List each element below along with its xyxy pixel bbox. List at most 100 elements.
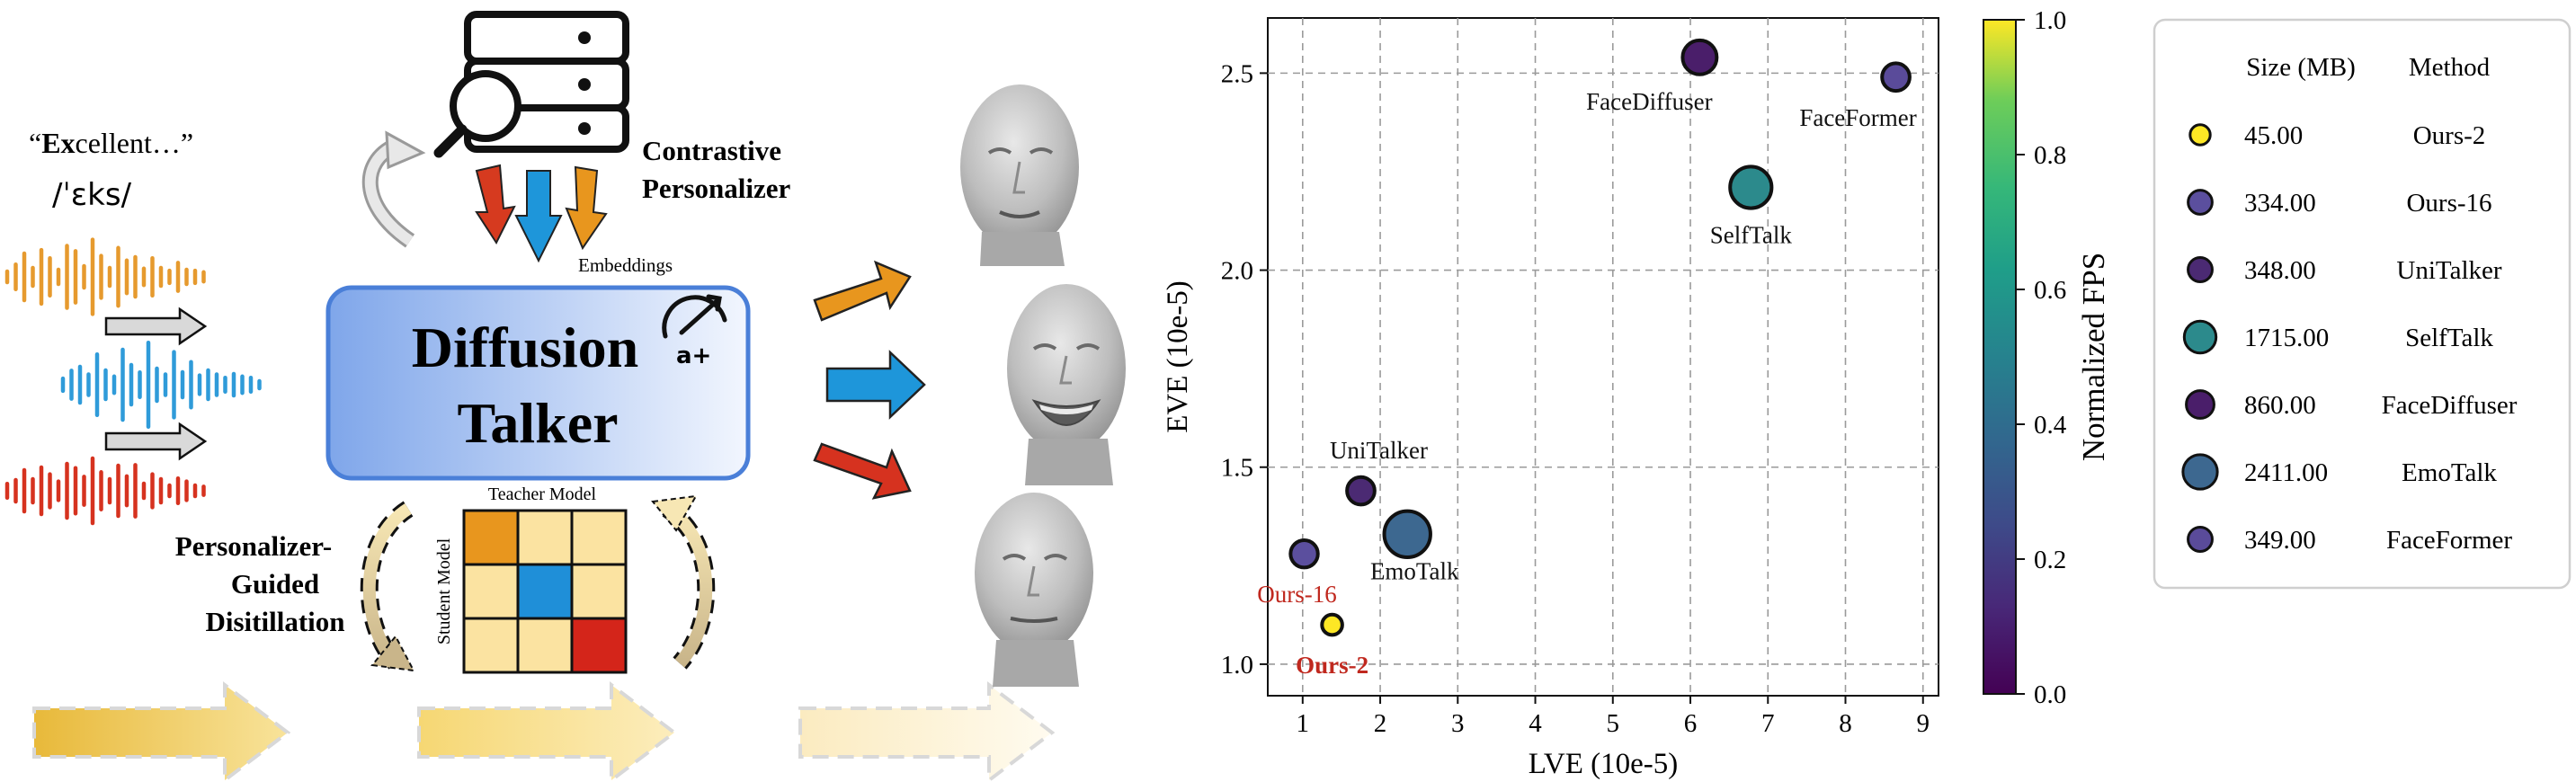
student-model-label: Student Model [434,538,454,644]
matrix-cell-orange [462,509,520,566]
red-down-arrow-icon [475,164,516,245]
data-point-labels: Ours-2 Ours-16 UniTalker SelfTalk FaceDiffus… [1257,88,1917,679]
diffusion-talker-title-line1: Diffusion [412,315,639,379]
point-ours-16 [1288,538,1320,570]
legend-frame [2153,18,2572,590]
teacher-student-matrix [462,509,628,674]
y-axis-label: EVE (10e-5) [1162,280,1194,433]
orange-right-arrow-icon [813,260,912,322]
colorbar-tick-label: 0.6 [2034,276,2066,305]
legend-method-name: FaceFormer [2386,526,2512,555]
legend-method-name: EmoTalk [2402,458,2497,487]
x-tick-label: 4 [1529,709,1542,738]
x-tick-label: 1 [1297,709,1310,738]
legend-method-name: SelfTalk [2405,324,2493,352]
right-dashed-curve-arrow-icon [651,494,716,670]
gray-arrow-icon [104,422,208,461]
legend-header-method: Method [2409,53,2491,82]
blue-down-arrow-icon [514,170,563,263]
distillation-label-line1: Personalizer- [175,530,332,562]
speedometer-icon [662,294,727,339]
legend-marker-ours-2 [2188,123,2212,147]
legend-size-value: 348.00 [2244,256,2316,285]
colorbar-tick-label: 0.2 [2034,546,2066,574]
legend-size-value: 1715.00 [2244,324,2329,352]
colorbar-tick-label: 0.0 [2034,680,2066,709]
progress-arrow-1 [32,680,291,782]
diffusion-talker-title-line2: Talker [458,391,619,455]
distillation-label-line2: Guided [231,568,319,600]
left-dashed-curve-arrow-icon [360,501,415,672]
face-render-closed-mouth [975,493,1093,687]
y-tick-label: 1.0 [1221,651,1253,680]
scatter-chart: 1 2 3 4 5 6 7 8 9 1.0 1.5 2.0 2.5 Ours-2 Ours-16 UniT… [1162,17,1939,780]
matrix-cell-cream [462,563,520,620]
x-axis-ticks: 1 2 3 4 5 6 7 8 9 [1297,696,1930,738]
point-label-emotalk: EmoTalk [1370,557,1459,584]
red-right-arrow-icon [813,442,912,500]
x-tick-label: 2 [1374,709,1387,738]
colorbar-label: Normalized FPS [2076,253,2111,461]
x-tick-label: 9 [1917,709,1930,738]
contrastive-label: Contrastive [642,135,781,166]
x-tick-label: 3 [1451,709,1465,738]
x-tick-label: 5 [1607,709,1620,738]
point-label-facediffuser: FaceDiffuser [1586,88,1712,115]
orange-down-arrow-icon [565,165,608,251]
x-tick-label: 6 [1684,709,1698,738]
legend-size-value: 2411.00 [2244,458,2328,487]
legend-size-value: 334.00 [2244,189,2316,218]
y-axis-ticks: 1.0 1.5 2.0 2.5 [1221,59,1268,680]
diffusion-talker-box [325,285,751,481]
progress-arrow-2 [417,680,678,782]
legend: Size (MB) Method 45.00 Ours-2 334.00 Ours-1… [2153,18,2572,590]
matrix-cell-cream [516,509,574,566]
y-tick-label: 1.5 [1221,454,1253,483]
matrix-cell-cream [570,563,628,620]
accel-label: a+ [676,342,711,369]
point-unitalker [1345,475,1377,507]
plot-area [1267,17,1939,697]
colorbar-gradient [1983,19,2017,695]
personalizer-label: Personalizer [642,173,791,204]
legend-marker-emotalk [2181,453,2219,491]
y-tick-label: 2.0 [1221,257,1253,286]
point-emotalk [1382,509,1432,559]
audio-waveform-blue [60,340,262,430]
point-selftalk [1728,164,1774,210]
cycle-arrow-icon [361,130,426,248]
point-label-selftalk: SelfTalk [1710,222,1793,249]
legend-header-size: Size (MB) [2246,53,2356,82]
point-label-ours-16: Ours-16 [1257,581,1337,608]
legend-size-value: 860.00 [2244,391,2316,420]
point-label-ours-2: Ours-2 [1296,652,1368,679]
colorbar-tick-label: 0.8 [2034,141,2066,170]
gray-arrow-icon [104,307,208,346]
grid-lines [1268,18,1939,696]
progress-arrow-3 [798,680,1056,782]
colorbar-tick-label: 1.0 [2034,6,2066,35]
data-points [1288,38,1912,637]
colorbar-ticks: 0.0 0.2 0.4 0.6 0.8 1.0 [2016,6,2067,709]
y-tick-label: 2.5 [1221,59,1253,88]
distillation-label-line3: Disitillation [205,606,344,637]
matrix-cell-red [570,617,628,674]
matrix-cell-blue [516,563,574,620]
legend-marker-selftalk [2182,319,2218,355]
audio-waveform-orange [4,237,206,316]
legend-method-name: FaceDiffuser [2382,391,2518,420]
legend-method-name: Ours-16 [2406,189,2491,218]
embeddings-label: Embeddings [578,254,673,276]
legend-marker-facediffuser [2185,389,2215,420]
database-search-icon [433,11,629,158]
legend-marker-unitalker [2187,256,2214,283]
legend-marker-faceformer [2187,526,2214,553]
colorbar: 0.0 0.2 0.4 0.6 0.8 1.0 Normalized FPS [1983,6,2111,709]
legend-size-value: 349.00 [2244,526,2316,555]
x-axis-label: LVE (10e-5) [1529,748,1678,780]
legend-method-name: UniTalker [2396,256,2501,285]
blue-right-arrow-icon [825,350,926,420]
audio-waveform-red [4,456,206,526]
matrix-cell-cream [570,509,628,566]
